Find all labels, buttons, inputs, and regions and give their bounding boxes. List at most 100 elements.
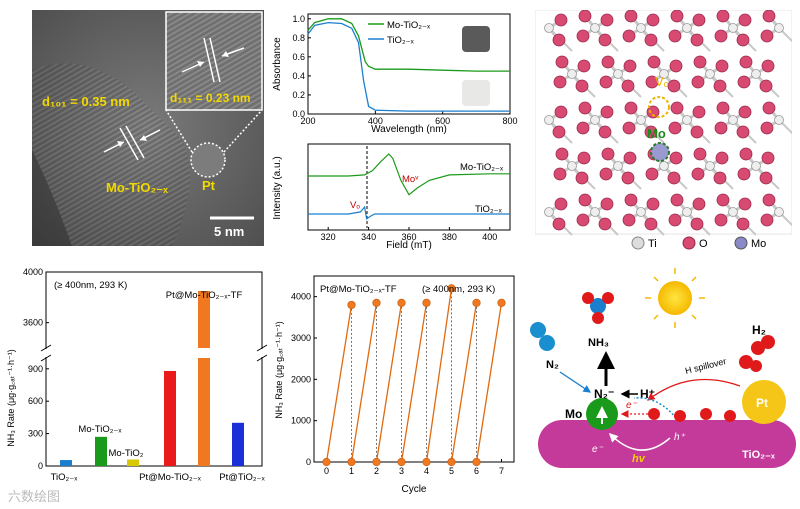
epr-xtick: 380	[442, 232, 457, 242]
epr-xtick: 400	[482, 232, 497, 242]
pt-label: Pt	[756, 396, 768, 410]
oxygen-atom	[624, 9, 638, 23]
oxygen-atom	[715, 151, 729, 165]
uv-xtick: 200	[300, 116, 315, 126]
uv-series-mo	[307, 18, 510, 72]
titanium-atom	[636, 207, 646, 217]
pt-particle	[742, 380, 786, 424]
oxygen-atom	[691, 167, 705, 181]
oxygen-atom	[669, 59, 683, 73]
oxygen-atom	[599, 167, 613, 181]
titanium-atom	[728, 115, 738, 125]
cycle-point	[472, 298, 481, 307]
cycle-segment	[475, 302, 503, 463]
cycle-xtick: 2	[374, 466, 379, 476]
cycle-point	[372, 298, 381, 307]
oxygen-atom	[599, 75, 613, 89]
mechanism-scheme-panel: TiO₂₋ₓ NH₃ N₂	[530, 268, 800, 504]
oxygen-atom	[690, 217, 704, 231]
titanium-atom	[613, 69, 623, 79]
oxygen-atom	[736, 217, 750, 231]
oxygen-atom	[738, 105, 752, 119]
cycle-point	[322, 457, 331, 467]
bar-category-label: Pt@Mo-TiO₂₋ₓ-TF	[166, 290, 243, 301]
tio2-powder-photo	[462, 80, 490, 106]
n2-label: N₂	[546, 359, 559, 371]
cycle-point	[447, 457, 456, 467]
titanium-atom	[636, 23, 646, 33]
n2-minus-label: N₂⁻	[594, 387, 614, 401]
oxygen-atom	[759, 79, 773, 93]
nh3-label: NH₃	[588, 337, 609, 349]
oxygen-atom	[762, 9, 776, 23]
titanium-atom	[567, 69, 577, 79]
hv-label: hv	[632, 453, 646, 465]
excitation-arrow	[608, 432, 671, 451]
epr-xtick: 340	[361, 232, 376, 242]
sun-icon	[645, 268, 705, 328]
oxygen-atom	[690, 125, 704, 139]
epr-panel: 320 340 360 380 400 Mo-TiO₂₋ₓ TiO₂₋ₓ Moᵛ Vₒ …	[270, 140, 520, 252]
uv-ytick: 0.0	[292, 109, 305, 119]
nh3-molecule-icon	[582, 292, 614, 324]
cycle-point	[347, 457, 356, 467]
cycle-ytick: 2000	[291, 374, 311, 384]
oxygen-atom	[575, 171, 589, 185]
oxygen-atom	[739, 147, 753, 161]
oxygen-atom	[716, 193, 730, 207]
oxygen-atom	[644, 33, 658, 47]
bar-category-label: Mo-TiO₂₋ₓ	[78, 424, 122, 435]
titanium-atom	[728, 23, 738, 33]
cycle-xtick: 5	[449, 466, 454, 476]
oxygen-atom	[576, 213, 590, 227]
tem-material-label: Mo-TiO₂₋ₓ	[106, 180, 168, 195]
cycle-segment	[450, 302, 478, 463]
oxygen-atom	[693, 55, 707, 69]
titanium-atom	[751, 69, 761, 79]
mechanism-scheme: TiO₂₋ₓ NH₃ N₂	[530, 268, 796, 468]
h2-label: H₂	[752, 323, 766, 337]
bar	[127, 459, 139, 466]
tem-pt-label: Pt	[202, 178, 216, 193]
oxygen-atom	[668, 213, 682, 227]
oxygen-atom	[669, 151, 683, 165]
electron-label-top: e⁻	[626, 400, 638, 411]
mo-tio2-powder-photo	[462, 26, 490, 52]
cycle-xtick: 1	[349, 466, 354, 476]
oxygen-atom	[670, 9, 684, 23]
tem-image: d₁₀₁ = 0.35 nm d₁₁₁ = 0.23 nm Mo-TiO₂₋ₓ …	[32, 10, 264, 247]
oxygen-atom	[600, 13, 614, 27]
cycle-point	[497, 298, 506, 307]
oxygen-atom	[713, 171, 727, 185]
titanium-atom	[567, 161, 577, 171]
titanium-atom	[751, 161, 761, 171]
oxygen-atom	[667, 79, 681, 93]
oxygen-atom	[577, 151, 591, 165]
oxygen-atom	[762, 101, 776, 115]
bar	[198, 358, 210, 466]
oxygen-atom	[555, 55, 569, 69]
oxygen-atom	[762, 193, 776, 207]
oxygen-atom	[736, 33, 750, 47]
oxygen-atom	[714, 121, 728, 135]
h-spillover-arrow	[646, 378, 741, 401]
oxygen-atom	[575, 79, 589, 93]
epr-xlabel: Field (mT)	[386, 240, 432, 251]
cycle-stability-panel: 0 1000 2000 3000 4000 0 1 2 3 4 5 6 7 Pt@Mo-TiO₂₋ₓ-T…	[272, 266, 530, 498]
cycle-xlabel: Cycle	[401, 484, 426, 495]
uv-legend-ti: TiO₂₋ₓ	[387, 35, 415, 46]
scale-bar-label: 5 nm	[214, 224, 244, 239]
titanium-atom	[544, 207, 554, 217]
titanium-atom	[705, 161, 715, 171]
uv-xlabel: Wavelength (nm)	[371, 124, 447, 135]
uv-ytick: 0.6	[292, 52, 305, 62]
oxygen-atom	[737, 167, 751, 181]
cycle-point	[422, 457, 431, 467]
bar-ytick: 900	[28, 364, 43, 374]
bar-condition: (≥ 400nm, 293 K)	[54, 280, 127, 291]
oxygen-atom	[645, 75, 659, 89]
titanium-atom	[682, 115, 692, 125]
oxygen-atom	[646, 197, 660, 211]
titanium-atom	[774, 23, 784, 33]
oxygen-atom	[714, 29, 728, 43]
